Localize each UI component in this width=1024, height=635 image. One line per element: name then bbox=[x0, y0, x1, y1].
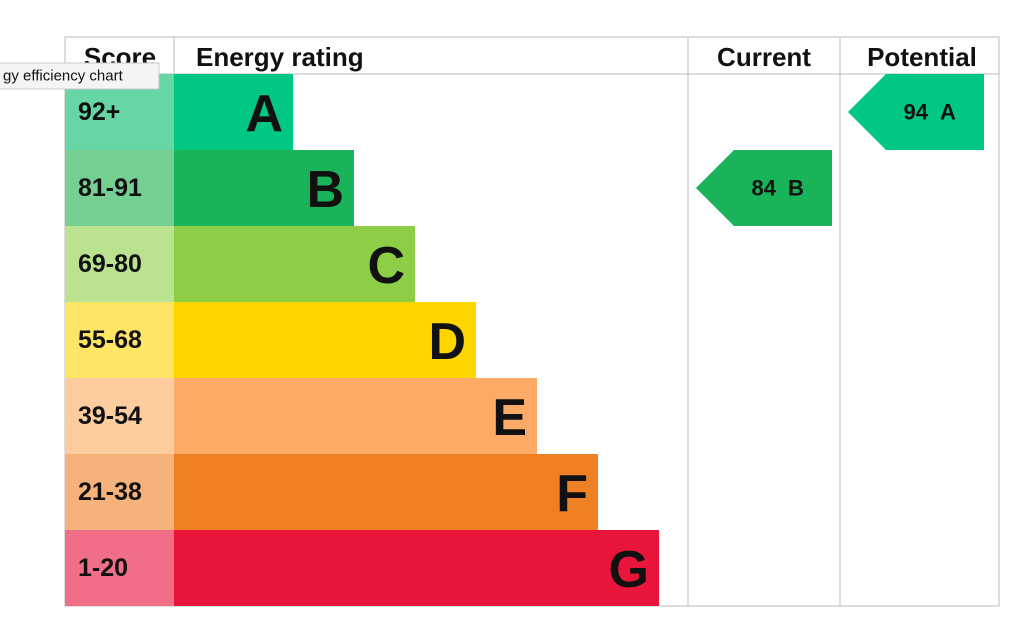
score-range: 69-80 bbox=[78, 250, 142, 278]
header: Energy rating bbox=[196, 42, 364, 72]
score-cell bbox=[65, 454, 174, 530]
score-range: 39-54 bbox=[78, 402, 142, 430]
tooltip-text: gy efficiency chart bbox=[3, 68, 124, 85]
score-cell bbox=[65, 226, 174, 302]
current-letter: B bbox=[788, 176, 804, 201]
rating-bar bbox=[174, 226, 415, 302]
score-range: 92+ bbox=[78, 98, 120, 126]
score-cell bbox=[65, 530, 174, 606]
rating-bar bbox=[174, 150, 354, 226]
rating-letter: D bbox=[428, 313, 466, 371]
score-cell bbox=[65, 302, 174, 378]
score-cell bbox=[65, 378, 174, 454]
rating-bar bbox=[174, 74, 293, 150]
current-arrow bbox=[696, 150, 832, 226]
tooltip-box bbox=[0, 62, 160, 90]
score-range: 1-20 bbox=[78, 554, 128, 582]
rating-bar bbox=[174, 530, 659, 606]
tooltip: gy efficiency chart bbox=[0, 62, 160, 90]
rating-bar bbox=[174, 302, 476, 378]
potential-value: 94 bbox=[904, 100, 929, 125]
rating-letter: E bbox=[492, 389, 527, 447]
rating-letter: A bbox=[245, 85, 283, 143]
potential-letter: A bbox=[940, 100, 956, 125]
current-value: 84 bbox=[752, 176, 777, 201]
rating-letter: B bbox=[306, 161, 344, 219]
rating-letter: F bbox=[556, 465, 588, 523]
score-range: 55-68 bbox=[78, 326, 142, 354]
score-cell bbox=[65, 150, 174, 226]
score-range: 21-38 bbox=[78, 478, 142, 506]
potential-arrow bbox=[848, 74, 984, 150]
rating-letter: G bbox=[609, 541, 649, 599]
rating-bar bbox=[174, 454, 598, 530]
rating-letter: C bbox=[367, 237, 405, 295]
header: Potential bbox=[867, 42, 977, 72]
header: Current bbox=[717, 42, 811, 72]
score-range: 81-91 bbox=[78, 174, 142, 202]
rating-bar bbox=[174, 378, 537, 454]
